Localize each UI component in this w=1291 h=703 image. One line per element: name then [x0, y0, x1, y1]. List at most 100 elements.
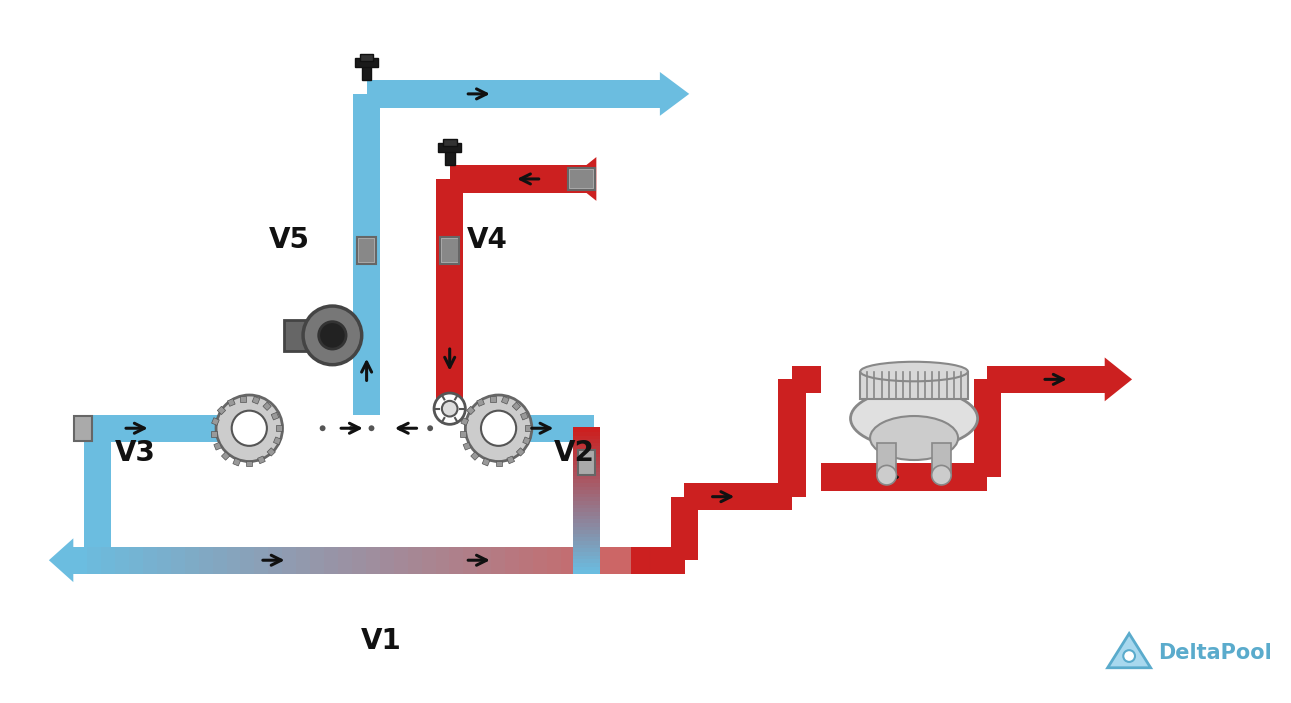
- Bar: [661, 546, 664, 574]
- Bar: [680, 546, 683, 574]
- Bar: [74, 546, 88, 574]
- Bar: [653, 546, 656, 574]
- Circle shape: [319, 322, 346, 349]
- Bar: [365, 546, 381, 574]
- Bar: [665, 546, 667, 574]
- Bar: [573, 438, 600, 443]
- Bar: [671, 546, 673, 574]
- Bar: [356, 237, 377, 264]
- Bar: [573, 496, 600, 501]
- Bar: [84, 432, 111, 574]
- Bar: [492, 546, 506, 574]
- Bar: [573, 569, 600, 574]
- Text: V3: V3: [115, 439, 155, 467]
- Bar: [649, 546, 652, 574]
- Bar: [634, 546, 635, 574]
- Bar: [573, 518, 600, 523]
- Bar: [516, 448, 524, 456]
- Bar: [443, 139, 457, 146]
- Bar: [662, 546, 665, 574]
- Bar: [274, 437, 281, 444]
- Bar: [269, 546, 283, 574]
- Bar: [394, 546, 409, 574]
- Bar: [655, 546, 657, 574]
- Bar: [573, 540, 600, 545]
- Bar: [461, 418, 469, 425]
- Bar: [185, 546, 200, 574]
- Bar: [573, 467, 600, 472]
- Bar: [227, 399, 235, 406]
- Bar: [380, 546, 395, 574]
- Bar: [513, 402, 520, 411]
- Bar: [232, 458, 240, 466]
- Bar: [101, 546, 116, 574]
- Bar: [644, 546, 647, 574]
- Bar: [674, 546, 676, 574]
- Bar: [158, 546, 172, 574]
- Bar: [573, 456, 600, 461]
- Bar: [683, 546, 686, 574]
- Bar: [573, 489, 600, 494]
- Bar: [263, 402, 271, 411]
- Bar: [573, 562, 600, 567]
- Bar: [435, 546, 451, 574]
- Bar: [252, 396, 259, 404]
- Bar: [213, 546, 227, 574]
- Bar: [573, 464, 600, 468]
- Bar: [496, 460, 501, 466]
- Bar: [258, 456, 265, 464]
- Bar: [217, 406, 226, 415]
- Bar: [170, 546, 186, 574]
- Bar: [658, 546, 661, 574]
- Bar: [271, 412, 279, 420]
- Bar: [642, 546, 644, 574]
- Bar: [199, 546, 213, 574]
- Bar: [630, 546, 633, 574]
- Ellipse shape: [870, 416, 958, 460]
- Bar: [525, 425, 531, 431]
- Bar: [670, 546, 671, 574]
- Bar: [267, 448, 275, 456]
- Bar: [573, 500, 600, 505]
- Bar: [670, 497, 698, 560]
- Bar: [476, 399, 484, 406]
- Bar: [636, 546, 638, 574]
- Bar: [466, 406, 475, 415]
- Bar: [254, 546, 270, 574]
- Bar: [589, 546, 604, 574]
- Bar: [586, 546, 630, 574]
- Bar: [569, 170, 594, 188]
- Bar: [222, 452, 230, 460]
- Circle shape: [398, 425, 404, 431]
- Polygon shape: [1105, 357, 1132, 401]
- Bar: [640, 546, 643, 574]
- Bar: [573, 558, 600, 563]
- Bar: [657, 546, 660, 574]
- Bar: [660, 546, 662, 574]
- Bar: [678, 546, 680, 574]
- Text: V2: V2: [554, 439, 594, 467]
- Text: V1: V1: [361, 627, 402, 655]
- Bar: [533, 546, 547, 574]
- Bar: [877, 443, 896, 472]
- Bar: [973, 380, 1001, 477]
- Bar: [449, 546, 465, 574]
- Bar: [247, 460, 252, 466]
- Bar: [573, 526, 600, 530]
- Bar: [352, 94, 381, 432]
- Bar: [283, 546, 297, 574]
- Bar: [436, 179, 463, 432]
- Circle shape: [932, 465, 951, 485]
- Bar: [438, 143, 461, 152]
- Bar: [669, 546, 670, 574]
- Bar: [310, 546, 325, 574]
- Bar: [352, 546, 367, 574]
- Bar: [214, 442, 222, 450]
- Bar: [664, 546, 666, 574]
- Bar: [324, 546, 340, 574]
- Bar: [643, 546, 646, 574]
- Bar: [573, 478, 600, 483]
- Bar: [355, 58, 378, 67]
- Bar: [240, 396, 247, 402]
- Bar: [573, 511, 600, 515]
